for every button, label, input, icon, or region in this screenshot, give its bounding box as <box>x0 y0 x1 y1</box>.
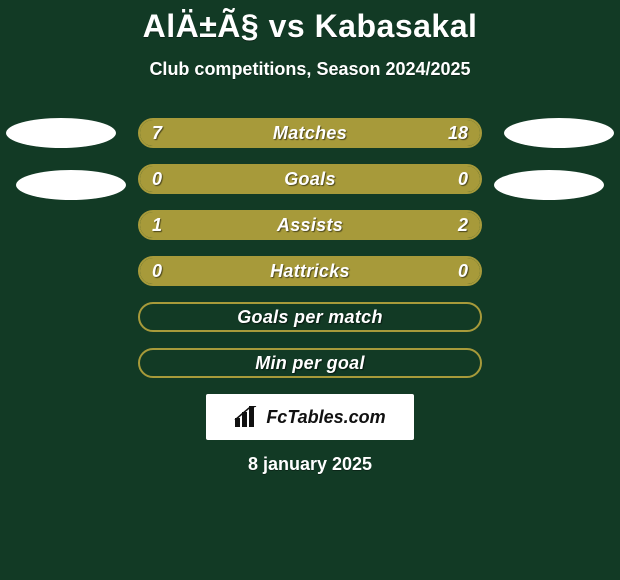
stat-value-left: 0 <box>140 166 174 192</box>
stat-label: Goals <box>140 166 480 192</box>
stat-value-right: 0 <box>446 166 480 192</box>
stat-row: Matches7 18 <box>138 118 482 148</box>
stat-label: Min per goal <box>140 350 480 376</box>
stat-bars: Matches718Goals00Assists12Hattricks00Goa… <box>138 118 482 378</box>
stat-value-right: 18 <box>436 120 480 146</box>
stat-row: Goals0 0 <box>138 164 482 194</box>
stat-label: Assists <box>140 212 480 238</box>
player-right-photo-placeholder-1 <box>504 118 614 148</box>
page-title: AlÄ±Ã§ vs Kabasakal <box>0 0 620 45</box>
stat-label: Goals per match <box>140 304 480 330</box>
stat-label: Matches <box>140 120 480 146</box>
subtitle: Club competitions, Season 2024/2025 <box>0 59 620 80</box>
stats-stage: Matches718Goals00Assists12Hattricks00Goa… <box>0 118 620 475</box>
stat-label: Hattricks <box>140 258 480 284</box>
fctables-logo-badge: FcTables.com <box>206 394 414 440</box>
player-right-photo-placeholder-2 <box>494 170 604 200</box>
bars-icon <box>234 406 260 428</box>
stat-value-left: 7 <box>140 120 174 146</box>
stat-row: Hattricks0 0 <box>138 256 482 286</box>
stat-value-right: 2 <box>446 212 480 238</box>
player-left-photo-placeholder-2 <box>16 170 126 200</box>
stat-value-right: 0 <box>446 258 480 284</box>
stat-row: Goals per match <box>138 302 482 332</box>
stat-row: Min per goal <box>138 348 482 378</box>
comparison-infographic: AlÄ±Ã§ vs Kabasakal Club competitions, S… <box>0 0 620 580</box>
snapshot-date: 8 january 2025 <box>0 454 620 475</box>
stat-row: Assists1 2 <box>138 210 482 240</box>
brand-text: FcTables.com <box>266 407 385 428</box>
stat-value-left: 0 <box>140 258 174 284</box>
player-left-photo-placeholder-1 <box>6 118 116 148</box>
stat-value-left: 1 <box>140 212 174 238</box>
